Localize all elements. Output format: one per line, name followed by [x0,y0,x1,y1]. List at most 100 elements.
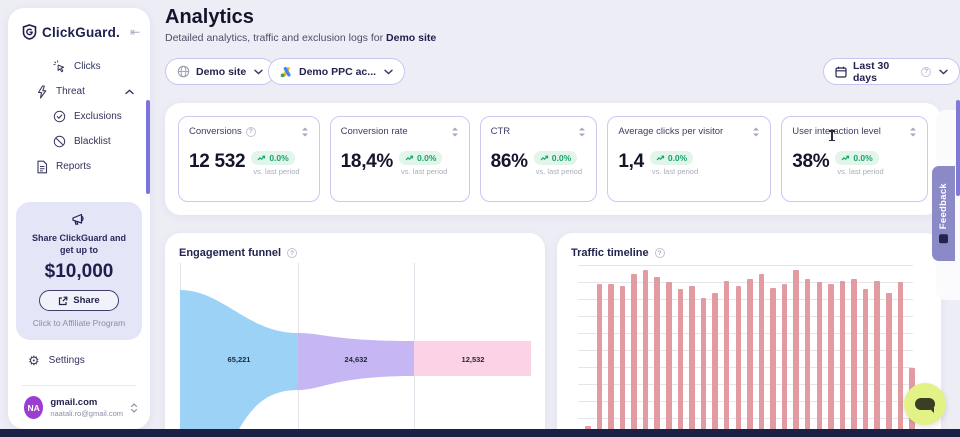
account-name: gmail.com [50,397,98,408]
external-link-icon [58,296,68,306]
sidebar-item-clicks[interactable]: Clicks [8,54,150,79]
traffic-bar [793,270,799,437]
feedback-tab[interactable]: Feedback [932,166,955,261]
sidebar-item-label: Clicks [74,61,101,72]
change-badge: 0.0% [533,151,578,165]
sidebar-item-label: Threat [56,86,85,97]
trend-up-icon [841,155,850,160]
sidebar-collapse-icon[interactable]: ⇤ [129,25,140,39]
chat-launcher-button[interactable] [904,383,946,425]
change-badge: 0.0% [649,151,694,165]
sidebar-divider [22,385,136,386]
trend-up-icon [540,155,548,160]
avatar: NA [24,396,44,419]
info-icon: ? [921,66,931,77]
sidebar-item-label: Exclusions [74,111,122,122]
ban-icon [53,135,66,148]
traffic-bar [689,285,695,437]
page-scrollbar[interactable] [955,100,960,196]
stat-card-user-interaction: User interaction level 38% 0.0% vs. last… [781,116,928,202]
site-selector[interactable]: Demo site [165,58,276,85]
chevron-down-icon [254,69,263,75]
stat-card-conversion-rate: Conversion rate 18,4% 0.0% vs. last peri… [329,116,470,202]
trend-up-icon [656,155,664,160]
sort-icon[interactable] [451,127,459,137]
sidebar-item-exclusions[interactable]: Exclusions [8,104,150,129]
share-button[interactable]: Share [39,290,119,312]
help-icon[interactable]: ? [287,248,298,258]
stat-value: 18,4% [340,151,394,172]
sidebar-item-blacklist[interactable]: Blacklist [8,129,150,154]
help-icon[interactable]: ? [245,126,256,137]
stat-value: 1,4 [618,151,644,172]
traffic-bars [585,263,915,437]
sidebar-nav: Clicks Threat Exclusions Blacklist [8,50,150,179]
traffic-bar [828,284,834,437]
stat-card-ctr: CTR 86% 0.0% vs. last period [479,116,598,202]
traffic-bar [642,270,649,437]
promo-line-1: Share ClickGuard and [31,233,127,243]
page-title: Analytics [165,6,254,28]
chevron-up-down-icon [130,402,138,414]
change-badge: 0.0% [835,151,879,165]
funnel-value: 12,532 [461,355,485,364]
help-icon[interactable]: ? [654,248,665,258]
traffic-bar [781,284,788,437]
sidebar-scrollbar[interactable] [146,100,150,194]
sidebar-item-threat[interactable]: Threat [8,79,150,104]
sort-icon[interactable] [578,127,586,137]
promo-footer: Click to Affiliate Program [32,318,126,329]
traffic-bar [839,280,846,437]
traffic-bar [654,277,660,437]
document-icon [36,160,48,174]
promo-line-2: get up to [60,245,98,256]
page-subtitle-site: Demo site [386,32,437,44]
megaphone-icon [71,212,88,227]
traffic-bar [758,273,765,437]
traffic-bar [886,292,892,437]
stat-label: Average clicks per visitor [618,126,724,137]
page-subtitle-text: Detailed analytics, traffic and exclusio… [165,32,387,44]
window-bottom-strip [0,429,960,437]
sort-icon[interactable] [909,127,917,137]
traffic-bar [874,280,880,437]
vs-last-period: vs. last period [535,167,583,176]
stat-label: Conversion rate [340,126,408,137]
page-subtitle: Detailed analytics, traffic and exclusio… [165,32,436,44]
settings-label: Settings [48,354,85,366]
traffic-bar [677,289,684,437]
traffic-bar [666,282,672,437]
gear-icon: ⚙ [28,352,40,368]
site-selector-value: Demo site [196,65,247,78]
ppc-account-value: Demo PPC ac... [299,65,377,78]
funnel-value: 65,221 [227,355,251,364]
change-badge: 0.0% [251,151,295,165]
sidebar-item-label: Reports [56,161,92,172]
chat-bubble-icon [915,398,935,413]
feedback-smiley-icon [939,234,948,244]
date-range-value: Last 30 days [853,59,890,84]
date-range-selector[interactable]: Last 30 days ? [823,58,960,85]
ppc-account-selector[interactable]: Demo PPC ac... [268,58,406,85]
sort-icon[interactable] [301,127,309,137]
text-cursor [829,130,834,141]
sidebar-item-reports[interactable]: Reports [8,154,150,179]
globe-icon [177,65,190,78]
affiliate-promo-card[interactable]: Share ClickGuard and get up to $10,000 S… [16,202,142,341]
sort-icon[interactable] [752,127,760,137]
stat-card-avg-clicks: Average clicks per visitor 1,4 0.0% vs. … [607,116,772,202]
vs-last-period: vs. last period [401,167,448,176]
traffic-bar [735,285,742,437]
trend-up-icon [405,155,414,160]
chevron-up-icon [125,88,134,95]
sidebar-item-settings[interactable]: ⚙ Settings [8,348,150,372]
traffic-bar [596,284,603,437]
stat-label: User interaction level [792,126,881,137]
cursor-click-icon [53,60,66,73]
vs-last-period: vs. last period [837,167,884,176]
traffic-bar [747,278,753,437]
account-switcher[interactable]: NA gmail.com naatali.ro@gmail.com [8,396,150,419]
vs-last-period: vs. last period [651,167,699,176]
traffic-bar [770,287,776,437]
vs-last-period: vs. last period [253,167,300,176]
